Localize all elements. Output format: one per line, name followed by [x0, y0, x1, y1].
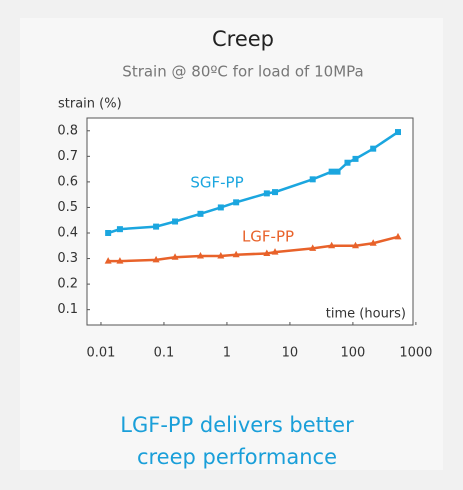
y-tick-label: 0.5 — [57, 200, 78, 215]
y-tick-label: 0.7 — [57, 149, 78, 164]
series-label: LGF-PP — [242, 228, 294, 246]
x-tick-label: 1000 — [399, 346, 432, 361]
x-tick-label: 100 — [340, 346, 365, 361]
point — [344, 159, 351, 166]
point — [309, 244, 317, 251]
point — [272, 189, 279, 196]
point — [394, 232, 402, 240]
y-tick-label: 0.8 — [57, 123, 78, 138]
point — [394, 129, 401, 136]
point — [369, 239, 377, 246]
y-tick-label: 0.6 — [57, 174, 78, 189]
chart-subtitle: Strain @ 80ºC for load of 10MPa — [122, 63, 363, 81]
point — [271, 248, 279, 255]
series-line — [108, 235, 399, 263]
point — [153, 223, 160, 230]
x-tick-label: 10 — [282, 346, 299, 361]
point — [352, 241, 360, 249]
point — [263, 190, 270, 197]
point — [172, 218, 179, 225]
y-tick-label: 0.4 — [57, 226, 78, 241]
series-label: SGF-PP — [190, 174, 243, 192]
point — [328, 241, 336, 249]
point — [116, 257, 124, 264]
x-tick-label: 0.01 — [86, 346, 115, 361]
point — [232, 250, 240, 258]
chart-title: Creep — [212, 27, 274, 51]
point — [263, 249, 271, 256]
y-tick-label: 0.2 — [57, 277, 78, 292]
point — [370, 145, 377, 152]
footer-line: LGF-PP delivers better — [120, 413, 354, 437]
point — [104, 257, 112, 264]
point — [309, 176, 316, 183]
point — [105, 230, 112, 236]
series-line — [107, 131, 399, 235]
x-tick-label: 1 — [223, 346, 231, 361]
point — [352, 155, 359, 162]
point — [217, 252, 225, 259]
point — [116, 226, 123, 233]
point — [233, 199, 240, 206]
x-axis-label: time (hours) — [326, 307, 406, 322]
footer-line: creep performance — [137, 445, 337, 469]
x-tick-label: 0.1 — [154, 346, 175, 361]
y-axis-label: strain (%) — [58, 97, 122, 112]
point — [328, 168, 335, 175]
point — [152, 255, 160, 263]
point — [197, 210, 204, 217]
y-tick-label: 0.1 — [57, 302, 78, 317]
y-tick-label: 0.3 — [57, 251, 78, 266]
point — [171, 253, 179, 260]
point — [196, 252, 204, 259]
point — [217, 204, 224, 211]
plot-frame — [86, 117, 414, 326]
point — [334, 168, 341, 175]
